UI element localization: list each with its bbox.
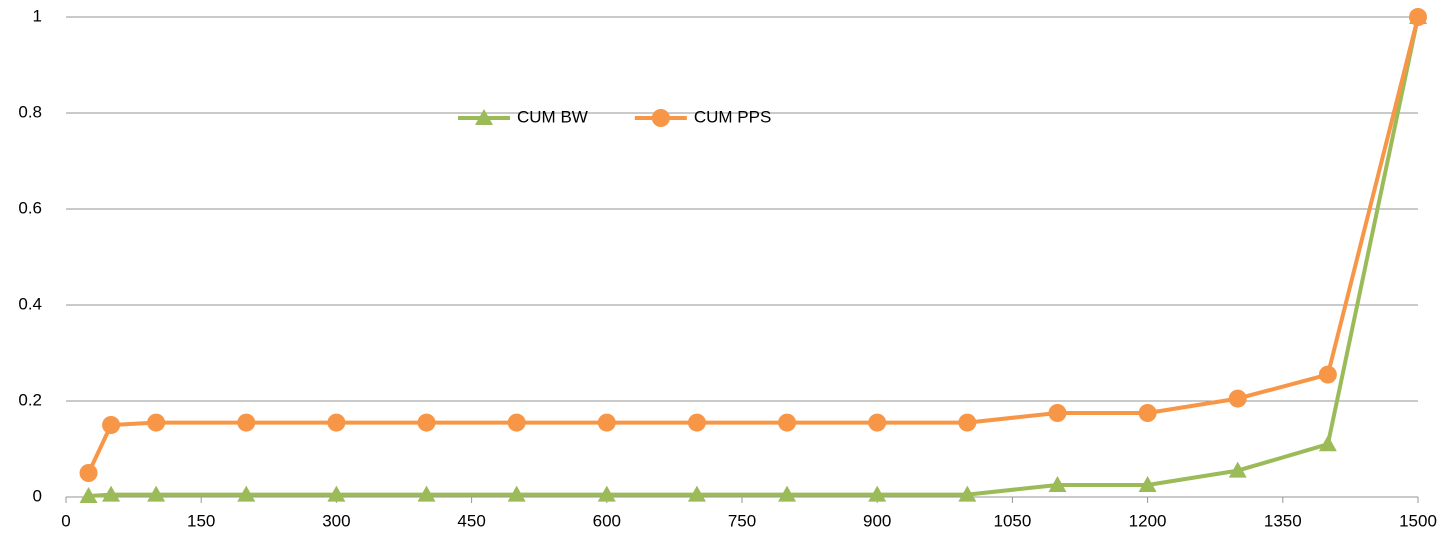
data-point — [1409, 8, 1427, 26]
x-tick-label: 1500 — [1399, 511, 1437, 530]
legend-label: CUM PPS — [694, 107, 771, 126]
data-point — [687, 413, 706, 432]
x-tick-label: 0 — [61, 511, 70, 530]
data-point — [417, 413, 436, 432]
data-point — [102, 485, 121, 502]
data-point — [102, 416, 121, 434]
data-point — [1048, 476, 1067, 492]
data-point — [687, 485, 706, 502]
x-tick-label: 450 — [457, 511, 485, 530]
x-tick-label: 1350 — [1264, 511, 1302, 530]
y-tick-label: 1 — [33, 6, 42, 25]
data-point — [868, 413, 887, 432]
legend-label: CUM BW — [517, 107, 588, 126]
data-point — [79, 464, 98, 482]
data-point — [237, 485, 256, 502]
data-point — [417, 485, 436, 502]
data-point — [147, 413, 166, 432]
x-tick-label: 1200 — [1129, 511, 1167, 530]
data-point — [507, 413, 526, 432]
y-tick-label: 0.2 — [18, 390, 42, 409]
data-point — [868, 485, 887, 502]
data-point — [958, 413, 977, 432]
legend-marker — [651, 109, 670, 127]
y-tick-label: 0.6 — [18, 198, 42, 217]
x-tick-label: 750 — [728, 511, 756, 530]
data-point — [1138, 404, 1157, 422]
data-point — [1228, 461, 1247, 478]
data-point — [778, 485, 797, 502]
series-line — [86, 16, 1420, 474]
data-point — [958, 485, 977, 502]
data-point — [147, 485, 166, 502]
data-point — [1048, 404, 1067, 422]
data-point — [1318, 365, 1337, 384]
data-point — [1318, 435, 1337, 452]
data-point — [79, 487, 98, 504]
x-tick-label: 1050 — [993, 511, 1031, 530]
data-point — [327, 485, 346, 502]
data-point — [1228, 389, 1247, 408]
x-tick-label: 300 — [322, 511, 350, 530]
x-tick-label: 900 — [863, 511, 891, 530]
x-tick-label: 150 — [187, 511, 215, 530]
data-point — [778, 413, 797, 432]
data-point — [597, 485, 616, 502]
data-point — [597, 413, 616, 432]
x-tick-label: 600 — [593, 511, 621, 530]
y-tick-label: 0.8 — [18, 102, 42, 121]
y-tick-label: 0 — [33, 486, 42, 505]
data-point — [507, 485, 526, 502]
y-tick-label: 0.4 — [18, 294, 42, 313]
data-point — [327, 413, 346, 432]
data-point — [237, 413, 256, 432]
legend-marker — [475, 109, 493, 125]
data-point — [1138, 476, 1157, 492]
